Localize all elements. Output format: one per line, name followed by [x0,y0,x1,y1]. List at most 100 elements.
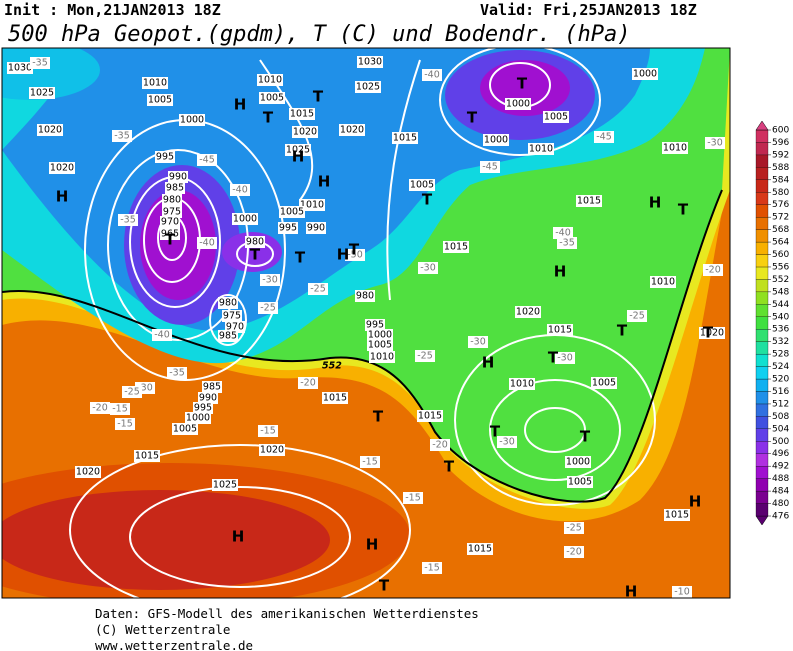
isobar-label-box [662,142,688,154]
colorbar-step [755,453,769,467]
colorbar-label: 540 [772,312,789,322]
temperature-label: -40 [555,228,571,239]
colorbar-label: 512 [772,399,789,409]
isobar-label-box [160,228,180,240]
colorbar-step [755,341,769,355]
footer-line: Daten: GFS-Modell des amerikanischen Wet… [95,606,479,621]
temperature-label-box [468,336,488,348]
temperature-label: -15 [362,457,378,468]
isobar-label: 1000 [180,115,204,126]
pressure-center: T [548,349,559,367]
isobar-label: 1030 [8,63,32,74]
isobar-label: 1020 [50,163,74,174]
temperature-label: -25 [417,351,433,362]
isobar-label-box [162,194,182,206]
pressure-center: T [349,241,360,259]
isobar-label-box [467,543,493,555]
isobar-label-box [664,509,690,521]
pressure-center: T [444,458,455,476]
pressure-center: T [379,577,390,595]
isobar-label-box [392,132,418,144]
pressure-center: H [232,528,245,546]
colorbar: 476 480 484 488 492 496 500 504 508 512 516 520 524 5… [755,120,789,526]
isobar-label-box [543,111,569,123]
isobar-label-box [218,297,238,309]
isobar-label: 1000 [233,214,257,225]
isobar-label: 1015 [665,510,689,521]
isobar-label: 985 [203,382,221,393]
isobar-label-box [285,144,311,156]
isobar-label: 1010 [370,352,394,363]
temperature-label-box [480,161,500,173]
temperature-label: -40 [199,238,215,249]
colorbar-label: 496 [772,449,789,459]
colorbar-label: 584 [772,175,789,185]
isobar-label: 1010 [143,78,167,89]
colorbar-label: 556 [772,262,789,272]
colorbar-step [755,291,769,305]
colorbar-label: 576 [772,200,789,210]
isobar-label: 1030 [358,57,382,68]
colorbar-label: 492 [772,462,789,472]
pressure-center: T [165,231,176,249]
colorbar-step [755,378,769,392]
temperature-label: -40 [154,330,170,341]
isobar-label: 995 [279,223,297,234]
isobar-label-box [232,213,258,225]
temperature-label: -35 [114,131,130,142]
isobar-label-box [212,479,238,491]
temperature-label: -50 [347,250,363,261]
colorbar-label: 480 [772,499,789,509]
isobar-label-box [505,98,531,110]
isobar-label: 1005 [410,180,434,191]
isobar-label-box [179,114,205,126]
colorbar-step [755,366,769,380]
isobar-label: 1000 [368,330,392,341]
temperature-label: -20 [92,403,108,414]
temperature-label-box [152,329,172,341]
colorbar-step [755,167,769,180]
colorbar-label: 520 [772,375,789,385]
isobar-label-box [49,162,75,174]
temperature-label-box [418,262,438,274]
colorbar-step [755,316,769,330]
isobar-label: 995 [156,152,174,163]
isobar-label-box [515,306,541,318]
isobar-label-box [185,412,211,424]
colorbar-step [755,142,769,156]
colorbar-step [755,503,769,517]
temperature-label: -25 [260,303,276,314]
isobar-label: 970 [226,322,244,333]
isobar-label: 1005 [368,340,392,351]
colorbar-label: 592 [772,150,789,160]
temperature-label-box [497,436,517,448]
temperature-label: -20 [705,265,721,276]
field-cyan-nw [2,48,100,100]
isobar-label-box [29,87,55,99]
temperature-label: -15 [112,404,128,415]
isobar-label: 990 [307,223,325,234]
isobar-label: 1005 [148,95,172,106]
isobar-label: 1015 [548,325,572,336]
temperature-label: -30 [557,353,573,364]
temperature-label-box [308,283,328,295]
colorbar-step [755,154,769,168]
temperature-label: -15 [117,419,133,430]
isobar-label-box [202,381,222,393]
colorbar-label: 596 [772,138,789,148]
temperature-label: -20 [300,378,316,389]
isobar-label: 1005 [173,424,197,435]
pressure-center: H [554,263,567,281]
temperature-label-box [555,352,575,364]
isobar-label-box [278,222,298,234]
isobar-label-box [509,378,535,390]
colorbar-step [755,403,769,417]
isobar-label-box [699,327,725,339]
temperature-label-box [110,403,130,415]
colorbar-step [755,466,769,479]
pressure-center: T [467,109,478,127]
pressure-center: H [234,96,247,114]
isobar-label: 980 [246,237,264,248]
init-time: Init : Mon,21JAN2013 18Z [4,1,221,19]
isobar-label: 1000 [506,99,530,110]
